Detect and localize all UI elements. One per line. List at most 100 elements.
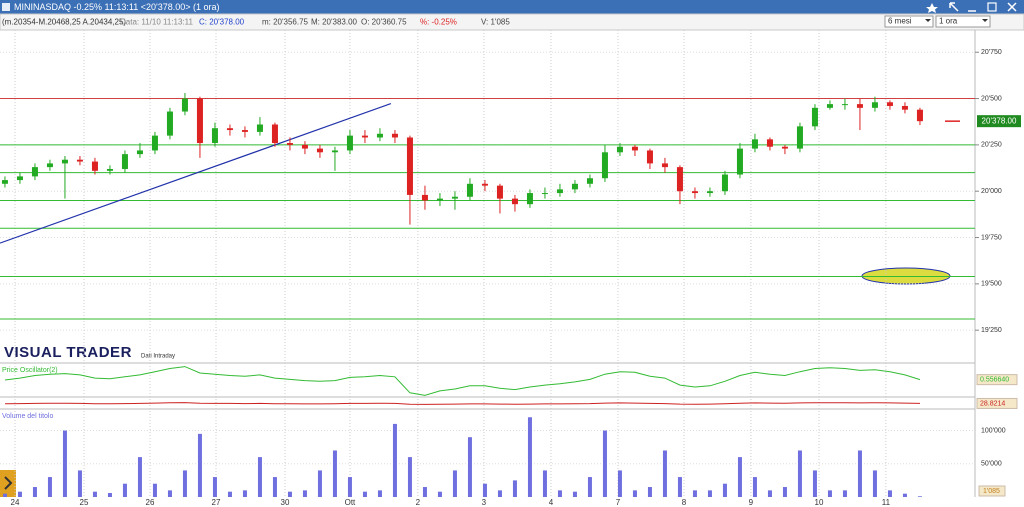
candle-body	[271, 124, 278, 144]
brand-subtitle: Dati Intraday	[141, 354, 175, 360]
timeframe-text[interactable]: 1 ora	[939, 17, 958, 26]
candle-body	[376, 133, 383, 138]
candle-body	[796, 126, 803, 149]
panel-title: Volume del titolo	[2, 413, 53, 420]
candle-body	[421, 194, 428, 201]
candle-body	[61, 159, 68, 164]
dropdown-arrow[interactable]	[982, 19, 988, 22]
candle-body	[91, 161, 98, 171]
candle-body	[886, 102, 893, 106]
period-select[interactable]	[884, 15, 934, 28]
candle-body	[436, 198, 443, 201]
volume-bar	[647, 487, 652, 497]
y-tick-label: 19'750	[981, 234, 1002, 241]
candle-body	[541, 193, 548, 195]
candle-body	[526, 193, 533, 205]
period-text[interactable]: 6 mesi	[888, 17, 912, 26]
volume-bar	[707, 490, 712, 497]
volume-bar	[542, 470, 547, 497]
volume-bar	[842, 490, 847, 497]
volume-bar	[377, 490, 382, 497]
candle-body	[121, 154, 128, 169]
volume-bar	[797, 450, 802, 497]
x-tick-label: 8	[682, 498, 687, 507]
volume-bar	[182, 470, 187, 497]
dropdown-arrow[interactable]	[925, 19, 931, 22]
y-tick-label: 19'250	[981, 327, 1002, 334]
window-buttons[interactable]	[926, 2, 1017, 13]
volume-bar	[137, 457, 142, 497]
candle-body	[916, 109, 923, 122]
candle-body	[616, 146, 623, 153]
y-tick-label: 20'750	[981, 49, 1002, 56]
volume-bar	[17, 491, 22, 497]
value-box	[976, 397, 1018, 409]
side-tab[interactable]	[0, 470, 16, 497]
candle-body	[106, 168, 113, 171]
maximize-button[interactable]	[987, 2, 997, 12]
x-tick-label: 2	[416, 498, 421, 507]
candle-body	[181, 98, 188, 112]
candle-body	[661, 163, 668, 168]
value-box	[976, 374, 1018, 386]
volume-bar	[242, 490, 247, 497]
candle-body	[721, 174, 728, 192]
candle-body	[511, 198, 518, 205]
volume-bar	[92, 491, 97, 497]
candle-body	[736, 148, 743, 175]
volume-bar	[257, 457, 262, 497]
volume-bar	[917, 496, 922, 497]
candle-body	[241, 130, 248, 132]
x-tick-label: 11	[882, 498, 891, 507]
close-button[interactable]	[1007, 2, 1017, 12]
value-label: 0.556640	[980, 376, 1009, 383]
candle-body	[706, 191, 713, 194]
volume-bar	[167, 490, 172, 497]
volume-bar	[617, 470, 622, 497]
candle-body	[841, 104, 848, 106]
volume-bar	[272, 477, 277, 497]
candle-body	[571, 183, 578, 190]
star-button[interactable]	[926, 3, 938, 13]
y-tick-label: 20'000	[981, 188, 1002, 195]
x-tick-label: 9	[749, 498, 754, 507]
title-bar	[0, 0, 1024, 14]
timeframe-select[interactable]	[935, 15, 991, 28]
volume-bar	[332, 450, 337, 497]
volume-bar	[602, 430, 607, 497]
candle-body	[646, 150, 653, 164]
volume-bar	[212, 477, 217, 497]
candle-body	[31, 167, 38, 177]
candle-body	[781, 146, 788, 149]
volume-bar	[572, 491, 577, 497]
candle-body	[556, 189, 563, 194]
candle-body	[901, 105, 908, 110]
volume-bar	[317, 470, 322, 497]
volume-bar	[122, 483, 127, 497]
candle-body	[226, 128, 233, 131]
indicator-line	[4, 366, 921, 396]
arrow-button[interactable]	[949, 2, 959, 12]
value-label: 1'085	[983, 488, 1000, 495]
side-tab-arrow[interactable]	[4, 476, 13, 490]
candle-body	[361, 135, 368, 138]
candle-body	[751, 139, 758, 149]
candle-body	[286, 143, 293, 145]
candle-body	[316, 148, 323, 153]
x-tick-label: 7	[616, 498, 621, 507]
candle-body	[1, 180, 8, 184]
x-tick-label: 4	[549, 498, 554, 507]
candle-body	[481, 183, 488, 186]
indicator-title: Price Oscillator(2)	[2, 367, 58, 374]
volume-bar	[737, 457, 742, 497]
candle-body	[151, 135, 158, 151]
info-item: Data: 11/10 11:13:11	[120, 18, 193, 27]
volume-bar	[2, 493, 7, 497]
candle-body	[46, 163, 53, 168]
candle-body	[691, 191, 698, 194]
volume-bar	[422, 487, 427, 497]
candle-body	[811, 107, 818, 127]
candle-body	[406, 137, 413, 195]
info-item: %: -0.25%	[420, 18, 457, 27]
candle-body	[196, 98, 203, 144]
